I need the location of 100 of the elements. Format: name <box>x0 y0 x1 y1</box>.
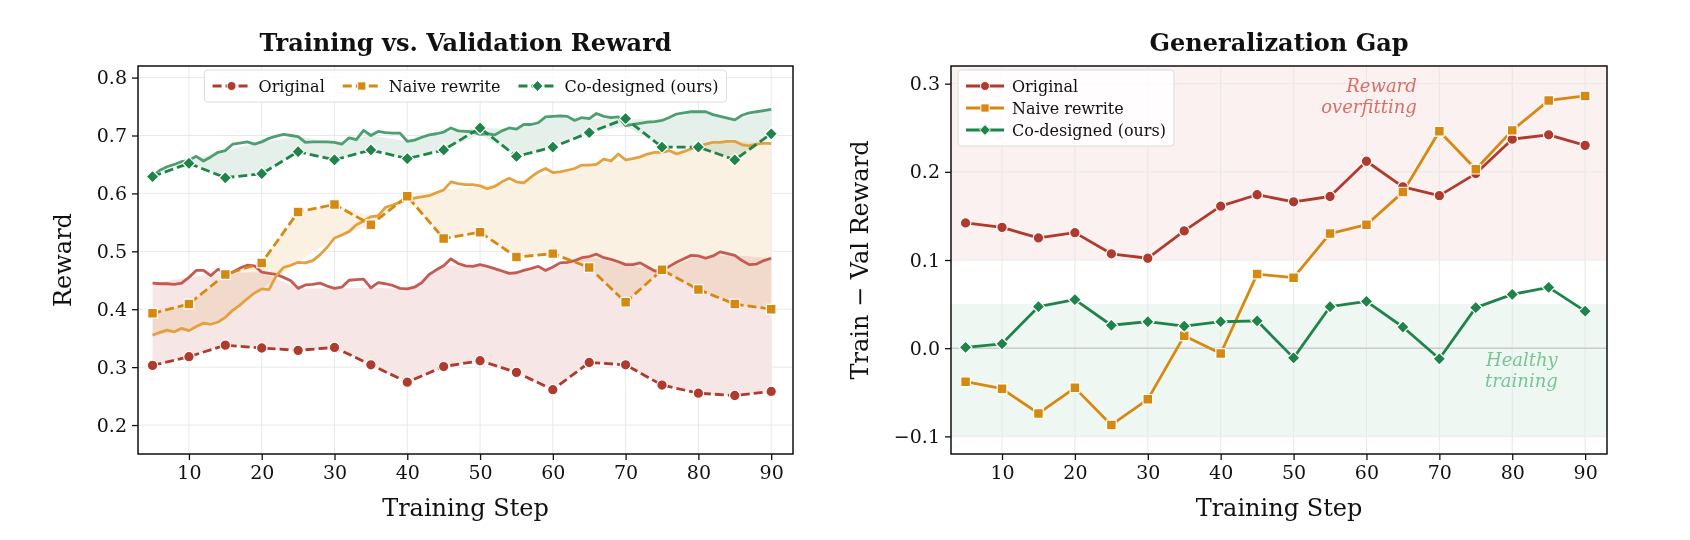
point <box>1069 226 1081 239</box>
point <box>656 264 668 276</box>
point <box>1324 190 1336 203</box>
y-tick-label: 0.3 <box>909 72 940 95</box>
point <box>996 383 1008 395</box>
x-tick-label: 20 <box>250 461 275 484</box>
point <box>1468 300 1483 315</box>
point <box>1214 200 1227 213</box>
x-tick-label: 50 <box>1281 461 1307 484</box>
point <box>254 166 269 181</box>
y-tick-label: 0.6 <box>96 181 127 204</box>
y-axis-title: Train − Val Reward <box>845 140 874 380</box>
point <box>1506 124 1518 136</box>
point <box>1250 313 1265 328</box>
y-tick-label: 0.5 <box>96 239 127 262</box>
y-tick-label: −0.1 <box>893 424 940 447</box>
chart-title: Training vs. Validation Reward <box>259 28 672 57</box>
point <box>1032 232 1045 244</box>
point <box>765 385 778 398</box>
point <box>1213 314 1228 329</box>
y-tick-label: 0.2 <box>96 413 127 436</box>
point <box>1140 314 1155 329</box>
point <box>474 226 486 238</box>
point <box>1069 382 1081 394</box>
point <box>1286 350 1301 365</box>
x-axis-title: Training Step <box>382 494 549 522</box>
point <box>1287 195 1300 208</box>
point <box>183 298 195 310</box>
y-tick-label: 0.0 <box>909 336 940 359</box>
x-tick-label: 70 <box>614 461 639 484</box>
point <box>1178 225 1191 237</box>
point <box>995 336 1009 351</box>
x-tick-label: 40 <box>1209 461 1234 484</box>
point <box>619 358 632 371</box>
point <box>727 152 742 167</box>
point <box>1104 318 1119 333</box>
point <box>1433 125 1445 137</box>
point <box>1177 319 1192 334</box>
point <box>473 121 487 135</box>
point <box>1578 304 1593 319</box>
point <box>1068 292 1082 307</box>
y-tick-label: 0.8 <box>96 66 127 89</box>
point <box>1031 299 1046 314</box>
point <box>996 221 1008 234</box>
band-label: Healthy training <box>1484 348 1559 391</box>
point <box>145 169 160 184</box>
y-tick-label: 0.3 <box>96 355 127 378</box>
point <box>219 269 231 280</box>
point <box>655 140 669 154</box>
point <box>1579 90 1591 102</box>
x-tick-label: 70 <box>1427 461 1452 484</box>
point <box>219 339 232 351</box>
y-axis-title: Reward <box>48 213 77 307</box>
point <box>1579 139 1591 152</box>
line-series <box>151 250 773 291</box>
x-tick-label: 60 <box>541 461 566 484</box>
y-tick-label: 0.1 <box>909 248 940 271</box>
legend-label: Naive rewrite <box>388 76 501 96</box>
point <box>327 152 342 167</box>
point <box>1142 393 1154 405</box>
point <box>510 366 523 379</box>
band-label: Reward overfitting <box>1321 75 1417 117</box>
point <box>328 341 341 354</box>
point <box>474 354 486 367</box>
point <box>546 383 559 396</box>
point <box>1324 228 1336 239</box>
point <box>764 126 779 141</box>
legend-label: Co-designed (ours) <box>1012 120 1166 140</box>
point <box>582 125 597 140</box>
point <box>656 379 668 391</box>
x-tick-label: 90 <box>1573 461 1598 484</box>
legend-label: Co-designed (ours) <box>564 76 719 96</box>
point <box>146 359 159 372</box>
point <box>959 217 972 229</box>
point <box>583 262 595 273</box>
legend-label: Original <box>1012 76 1079 96</box>
point <box>960 376 972 388</box>
point <box>436 143 451 157</box>
point <box>1542 128 1555 141</box>
point <box>511 251 522 263</box>
point <box>729 298 741 310</box>
point <box>692 284 704 295</box>
point <box>365 358 377 371</box>
point <box>692 387 705 400</box>
point <box>1361 219 1372 231</box>
x-tick-label: 30 <box>322 461 348 484</box>
point <box>1396 320 1410 334</box>
point <box>1541 280 1556 295</box>
point <box>620 296 632 308</box>
point <box>256 257 268 269</box>
point <box>329 198 340 210</box>
point <box>1141 252 1154 265</box>
point <box>1288 272 1300 284</box>
point <box>1543 94 1555 106</box>
point <box>1359 294 1374 309</box>
point <box>1323 299 1337 314</box>
x-tick-label: 80 <box>686 461 711 484</box>
point <box>1433 189 1446 202</box>
x-tick-label: 80 <box>1500 461 1525 484</box>
point <box>583 356 596 369</box>
